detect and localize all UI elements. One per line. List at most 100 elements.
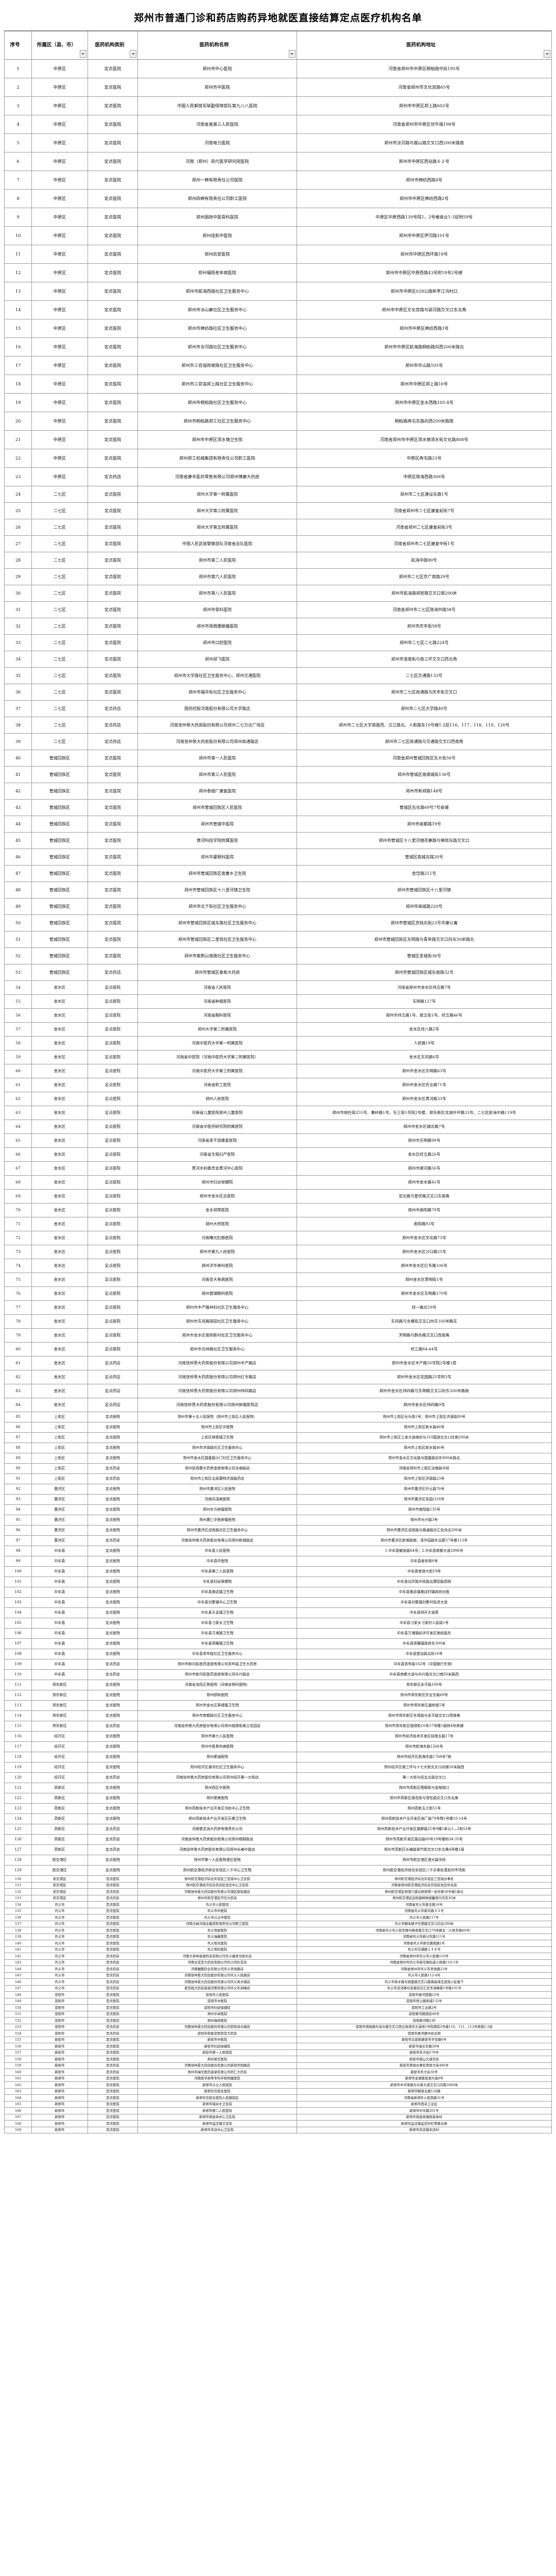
row-type: 定点医院 [87, 1700, 138, 1711]
row-address: 河南省郑州市中原区须水镇须水街文化路808号 [296, 430, 552, 449]
table-row: 23 中原区 定点药店 河南省康丰医药零售有限公司郑州博康大药房 中原区陇海西路306号 [4, 467, 552, 486]
row-address: 郑州市华山路105号 [296, 356, 552, 375]
row-district: 金水区 [31, 1370, 88, 1384]
row-district: 金水区 [31, 1147, 88, 1162]
row-type: 定点医院 [87, 1607, 138, 1618]
row-address: 郑州市金水区东明路63号 [296, 1064, 552, 1078]
row-type: 定点药店 [87, 1398, 138, 1412]
row-district: 中牟县 [31, 1566, 88, 1577]
row-type: 定点医院 [87, 1443, 138, 1453]
table-row: 51 管城回族区 定点医院 郑州市管城回族区二里岗社区卫生服务中心 郑州市管城回族区东明… [4, 931, 552, 948]
table-row: 64 金水区 定点医院 河南省中医药研究院附属医院 郑州市金水区城北路7号 [4, 1120, 552, 1134]
row-no: 122 [4, 1793, 32, 1804]
row-address: 中牟县青年路162号（中国银行东侧） [296, 1659, 552, 1670]
row-type: 定点医院 [87, 282, 138, 301]
row-name: 郑州华卓医院 [137, 2010, 297, 2018]
row-no: 102 [4, 1587, 32, 1598]
row-no: 61 [4, 1078, 32, 1092]
row-type: 定点医院 [87, 994, 138, 1009]
row-address: 新郑市中华路201号 [296, 2107, 552, 2114]
table-row: 111 郑东新区 定点医院 河南省洛阳正骨医院（河南省骨科医院） 郑东新区永平路100号 [4, 1680, 552, 1690]
row-district: 金水区 [31, 1092, 88, 1106]
row-no: 127 [4, 1844, 32, 1855]
row-no: 5 [4, 133, 32, 152]
row-address: 荥阳索河路249 [296, 2017, 552, 2024]
row-name: 郑州大学第二附属医院 [137, 1022, 297, 1037]
row-address: 郑州市南阳路135号 [296, 1504, 552, 1515]
row-name: 河南中医药大学第三附属医院 [137, 1064, 297, 1078]
row-name: 河南张仲景大药房股份有限公司郑州红专路店 [137, 1370, 297, 1384]
table-row: 15 中原区 定点医院 郑州市棉纺路社区卫生服务中心 郑州市中原区棉纺西路3号 [4, 319, 552, 338]
column-header-type: 医药机构类别 [87, 31, 138, 60]
row-address: 河南省巩义市人民东路与桐本路交叉口70米路北（人民东路40号） [296, 1927, 552, 1934]
row-district: 巩义市 [31, 1901, 88, 1908]
row-district: 郑东新区 [31, 1721, 88, 1732]
row-address: 二七区交通路133号 [296, 667, 552, 684]
filter-dropdown-icon-type[interactable] [130, 50, 137, 58]
table-row: 138 巩义市 定点医院 巩义恒星医院 河南省巩义市人民东路与桐本路交叉口70米路北（人… [4, 1927, 552, 1934]
table-row: 43 管城回族区 定点医院 郑州市管城回族区人民医院 管城区石化路69号7号商铺 [4, 799, 552, 816]
row-type: 定点医院 [87, 2126, 138, 2133]
row-type: 定点医院 [87, 816, 138, 833]
row-name: 黄河科技学院附属医院 [137, 832, 297, 849]
row-address: 郑州航空港经济综合实验区八千办事处君赵村市场街 [296, 1865, 552, 1876]
row-address: 河南省郑州市巩义市货场路23号 [296, 1965, 552, 1973]
row-address: 郑州市郑东新区农业东路69号 [296, 1690, 552, 1701]
row-address: 郑州市金水区东明路170号 [296, 1286, 552, 1301]
row-no: 109 [4, 1659, 32, 1670]
row-name: 郑州市第九人民医院 [137, 1245, 297, 1259]
row-address: 郑州市管城区十八里河镇花寨路与佛岗东路交叉口 [296, 832, 552, 849]
table-row: 152 荥阳市 定点医院 郑州瑞祥医院 荥阳索河路249 [4, 2017, 552, 2024]
row-no: 85 [4, 1412, 32, 1422]
row-address: 巩义市英才路与锦里路交叉口路南森海玉波苑小区楼下 [296, 1978, 552, 1986]
row-no: 139 [4, 1933, 32, 1940]
row-no: 105 [4, 1618, 32, 1629]
row-name: 郑州市商都路社区卫生服务中心 [137, 1710, 297, 1721]
row-address: 郑州市长兴路3号 [296, 1515, 552, 1526]
row-name: 郑州市第一人民医院港区医院 [137, 1855, 297, 1866]
row-type: 定点药店 [87, 1985, 138, 1992]
table-row: 34 二七区 定点医院 郑州郑飞医院 郑州市淮南街与南三环交叉口西北角 [4, 651, 552, 668]
column-header-name: 医药机构名称 [137, 31, 297, 60]
row-district: 金水区 [31, 1314, 88, 1329]
row-type: 定点医院 [87, 1762, 138, 1773]
row-district: 新郑市 [31, 2126, 88, 2133]
table-row: 61 金水区 定点医院 河南省职工医院 郑州市金水区农业路71号 [4, 1078, 552, 1092]
row-name: 郑州市紫荆山南路社区卫生服务中心 [137, 947, 297, 964]
table-row: 106 中牟县 定点医院 中牟县万滩镇卫生院 中牟县万滩镇经济开发区南段路东 [4, 1628, 552, 1639]
row-name: 河南张仲景大药房股份有限公司郑州肿瘤医院店 [137, 1398, 297, 1412]
row-type: 定点医院 [87, 1189, 138, 1204]
row-district: 金水区 [31, 1328, 88, 1343]
table-row: 123 高新区 定点医院 郑州高新技术产业开发区沟赵中心卫生院 郑州高新玉兰街51号 [4, 1803, 552, 1814]
row-no: 129 [4, 1865, 32, 1876]
filter-dropdown-icon-address[interactable] [544, 50, 550, 58]
row-type: 定点药店 [87, 1894, 138, 1902]
row-address: 新郑市中华南路与炎黄大道交叉口向南2000米 [296, 2081, 552, 2089]
row-type: 定点医院 [87, 2088, 138, 2095]
row-name: 新郑市公立人民医院 [137, 2081, 297, 2089]
filter-dropdown-icon-district[interactable] [79, 50, 86, 58]
row-name: 郑州市上街区中医院 [137, 1422, 297, 1433]
table-row: 143 巩义市 定点药店 河南全弦堂大药房有限公司巩义同乐堂店 河南省郑州市巩义市新华路… [4, 1959, 552, 1966]
row-district: 新郑市 [31, 2094, 88, 2102]
row-type: 定点医院 [87, 2049, 138, 2056]
row-no: 40 [4, 750, 32, 767]
row-no: 162 [4, 2081, 32, 2089]
row-no: 16 [4, 337, 32, 357]
row-address: 河南省郑州二七区康复前街3号 [296, 519, 552, 536]
table-row: 37 二七区 定点药店 国药控股河南股份有限公司大学路店 郑州市二七区大学路40号 [4, 700, 552, 717]
row-type: 定点药店 [87, 2069, 138, 2076]
table-row: 157 新密市 定点医院 新密市第一人民医院 新密市东大街578号 [4, 2049, 552, 2056]
row-district: 巩义市 [31, 1953, 88, 1960]
row-type: 定点医院 [87, 766, 138, 783]
row-address: 郑州市管城区南顺城街136号 [296, 766, 552, 783]
row-district: 新郑市 [31, 2075, 88, 2082]
row-type: 定点医院 [87, 2056, 138, 2063]
row-type: 定点药店 [87, 733, 138, 750]
row-district: 管城回族区 [31, 799, 88, 816]
table-row: 81 金水区 定点药店 河南张仲景大药房股份有限公司郑州丰产路店 郑州市金水区丰产路50… [4, 1356, 552, 1370]
row-no: 110 [4, 1669, 32, 1680]
filter-dropdown-icon-name[interactable] [288, 50, 296, 58]
row-type: 定点医院 [87, 449, 138, 468]
row-type: 定点医院 [87, 882, 138, 899]
